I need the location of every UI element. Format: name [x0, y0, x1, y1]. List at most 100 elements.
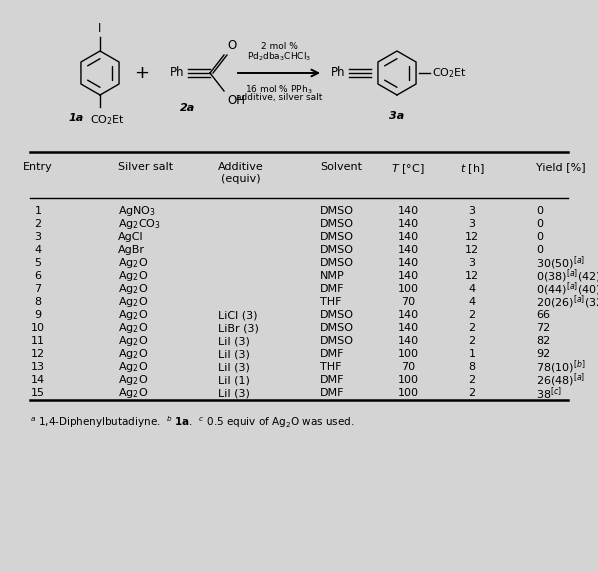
Text: 15: 15: [31, 388, 45, 399]
Text: LiI (3): LiI (3): [218, 388, 250, 399]
Text: 70: 70: [401, 363, 415, 372]
Text: $T$ [°C]: $T$ [°C]: [391, 162, 425, 176]
Text: 70: 70: [401, 297, 415, 307]
Text: DMSO: DMSO: [320, 245, 354, 255]
Text: Ag$_2$O: Ag$_2$O: [118, 256, 148, 270]
Text: Ph: Ph: [331, 66, 346, 79]
Text: $t$ [h]: $t$ [h]: [460, 162, 484, 176]
Text: 2: 2: [468, 323, 475, 333]
Text: DMSO: DMSO: [320, 310, 354, 320]
Text: 0: 0: [536, 245, 543, 255]
Text: 12: 12: [465, 271, 479, 281]
Text: DMSO: DMSO: [320, 232, 354, 242]
Text: 140: 140: [398, 232, 419, 242]
Text: CO$_2$Et: CO$_2$Et: [90, 113, 125, 127]
Text: Silver salt: Silver salt: [118, 162, 173, 172]
Text: Ag$_2$O: Ag$_2$O: [118, 387, 148, 400]
Text: 1: 1: [35, 206, 41, 215]
Text: 12: 12: [31, 349, 45, 359]
Text: 0(38)$^{[a]}$(42)$^{[b]}$: 0(38)$^{[a]}$(42)$^{[b]}$: [536, 267, 598, 285]
Text: DMSO: DMSO: [320, 219, 354, 228]
Text: Ag$_2$O: Ag$_2$O: [118, 269, 148, 283]
Text: 26(48)$^{[a]}$: 26(48)$^{[a]}$: [536, 372, 585, 389]
Text: 66: 66: [536, 310, 550, 320]
Text: DMF: DMF: [320, 375, 344, 385]
Text: LiI (3): LiI (3): [218, 363, 250, 372]
Text: LiI (3): LiI (3): [218, 349, 250, 359]
Text: LiI (3): LiI (3): [218, 336, 250, 346]
Text: 100: 100: [398, 284, 419, 294]
Text: 0: 0: [536, 219, 543, 228]
Text: DMF: DMF: [320, 388, 344, 399]
Text: 3: 3: [35, 232, 41, 242]
Text: 100: 100: [398, 388, 419, 399]
Text: 140: 140: [398, 271, 419, 281]
Text: AgNO$_3$: AgNO$_3$: [118, 203, 156, 218]
Text: 2: 2: [468, 310, 475, 320]
Text: Ag$_2$O: Ag$_2$O: [118, 334, 148, 348]
Text: Ph: Ph: [170, 66, 185, 79]
Text: 8: 8: [468, 363, 475, 372]
Text: 1: 1: [468, 349, 475, 359]
Text: 140: 140: [398, 336, 419, 346]
Text: 10: 10: [31, 323, 45, 333]
Text: DMF: DMF: [320, 349, 344, 359]
Text: 3: 3: [468, 206, 475, 215]
Text: Ag$_2$O: Ag$_2$O: [118, 308, 148, 322]
Text: Additive
(equiv): Additive (equiv): [218, 162, 264, 184]
Text: LiBr (3): LiBr (3): [218, 323, 259, 333]
Text: CO$_2$Et: CO$_2$Et: [432, 66, 467, 80]
Text: OH: OH: [227, 94, 245, 107]
Text: Ag$_2$O: Ag$_2$O: [118, 347, 148, 361]
Text: Ag$_2$O: Ag$_2$O: [118, 360, 148, 375]
Text: 140: 140: [398, 245, 419, 255]
Text: LiCl (3): LiCl (3): [218, 310, 258, 320]
Text: AgBr: AgBr: [118, 245, 145, 255]
Text: 2: 2: [468, 336, 475, 346]
Text: LiI (1): LiI (1): [218, 375, 250, 385]
Text: 5: 5: [35, 258, 41, 268]
Text: 0: 0: [536, 206, 543, 215]
Text: 3: 3: [468, 258, 475, 268]
Text: 2: 2: [468, 375, 475, 385]
Text: additive, silver salt: additive, silver salt: [236, 93, 322, 102]
Text: 140: 140: [398, 323, 419, 333]
Text: Entry: Entry: [23, 162, 53, 172]
Text: $^a$ 1,4-Diphenylbutadiyne.  $^b$ $\mathbf{1a}$.  $^c$ 0.5 equiv of Ag$_2$O was : $^a$ 1,4-Diphenylbutadiyne. $^b$ $\mathb…: [30, 414, 355, 430]
Text: 92: 92: [536, 349, 550, 359]
Text: 82: 82: [536, 336, 550, 346]
Text: 12: 12: [465, 245, 479, 255]
Text: 3a: 3a: [389, 111, 405, 121]
Text: 16 mol % PPh$_3$: 16 mol % PPh$_3$: [245, 83, 313, 95]
Text: 2: 2: [35, 219, 42, 228]
Text: 12: 12: [465, 232, 479, 242]
Text: 4: 4: [468, 284, 475, 294]
Text: THF: THF: [320, 297, 341, 307]
Text: 38$^{[c]}$: 38$^{[c]}$: [536, 385, 562, 402]
Text: 0: 0: [536, 232, 543, 242]
Text: 4: 4: [468, 297, 475, 307]
Text: I: I: [98, 22, 102, 35]
Text: +: +: [135, 64, 150, 82]
Text: 2: 2: [468, 388, 475, 399]
Text: 4: 4: [35, 245, 42, 255]
Text: 140: 140: [398, 258, 419, 268]
Text: Ag$_2$O: Ag$_2$O: [118, 295, 148, 309]
Text: Yield [%]: Yield [%]: [536, 162, 585, 172]
Text: 140: 140: [398, 206, 419, 215]
Text: DMF: DMF: [320, 284, 344, 294]
Text: Solvent: Solvent: [320, 162, 362, 172]
Text: Pd$_2$dba$_3$CHCl$_3$: Pd$_2$dba$_3$CHCl$_3$: [247, 50, 311, 63]
Text: DMSO: DMSO: [320, 206, 354, 215]
Text: 14: 14: [31, 375, 45, 385]
Text: Ag$_2$O: Ag$_2$O: [118, 282, 148, 296]
Text: 140: 140: [398, 310, 419, 320]
Text: NMP: NMP: [320, 271, 345, 281]
Text: 8: 8: [35, 297, 42, 307]
Text: 30(50)$^{[a]}$: 30(50)$^{[a]}$: [536, 254, 585, 272]
Text: 100: 100: [398, 349, 419, 359]
Text: O: O: [227, 39, 236, 52]
Text: 1a: 1a: [69, 113, 84, 123]
Text: 6: 6: [35, 271, 41, 281]
Text: DMSO: DMSO: [320, 258, 354, 268]
